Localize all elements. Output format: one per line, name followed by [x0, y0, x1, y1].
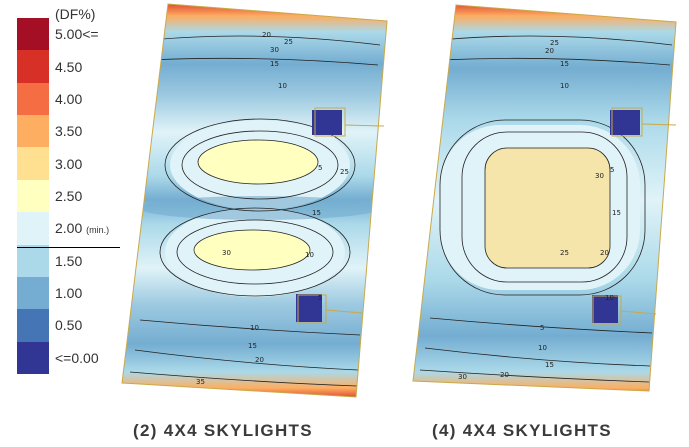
- legend-swatch: [17, 309, 49, 342]
- legend-label: 5.00<=: [55, 26, 99, 43]
- contour-label: 10: [605, 294, 614, 302]
- legend-label: 1.00: [55, 285, 83, 302]
- legend-title: (DF%): [55, 6, 96, 22]
- legend-swatch: [17, 18, 49, 51]
- contour-label: 15: [312, 209, 321, 217]
- legend-label: 3.00: [55, 155, 83, 172]
- contour-label: 20: [262, 31, 271, 39]
- legend-min-note: (min.): [86, 225, 110, 236]
- contour-label: 30: [222, 249, 231, 257]
- contour-label: 15: [560, 60, 569, 68]
- legend-swatch: [17, 82, 49, 116]
- contour-label: 5: [318, 294, 322, 302]
- contour-label: 10: [278, 82, 287, 90]
- legend-swatch: [17, 147, 49, 180]
- contour-label: 30: [270, 46, 279, 54]
- contour-label: 20: [545, 47, 554, 55]
- contour-label: 30: [595, 172, 604, 180]
- panel-caption-2-skylights: (2) 4X4 SKYLIGHTS: [133, 421, 313, 440]
- contour-label: 5: [540, 324, 544, 332]
- contour-label: 25: [284, 38, 293, 46]
- legend-label: 4.00: [55, 90, 83, 107]
- contour-label: 20: [600, 249, 609, 257]
- legend-label: 0.50: [55, 317, 83, 334]
- contour-label: 25: [550, 39, 559, 47]
- contour-label: 15: [545, 361, 554, 369]
- contour-label: 20: [255, 356, 264, 364]
- contour-label: 20: [500, 371, 509, 379]
- legend-swatch: [17, 179, 49, 213]
- contour-label: 25: [340, 168, 349, 176]
- contour-label: 25: [560, 249, 569, 257]
- contour-label: 10: [538, 344, 547, 352]
- contour-label: 15: [248, 342, 257, 350]
- contour-label: 5: [318, 164, 322, 172]
- contour-label: 30: [458, 373, 467, 381]
- legend-swatch: [17, 115, 49, 148]
- legend-label: 3.50: [55, 123, 83, 140]
- legend-color-scale: [17, 18, 49, 374]
- legend-swatch: [17, 341, 49, 374]
- contour-label: 10: [305, 251, 314, 259]
- legend-swatch: [17, 244, 49, 277]
- contour-label: 15: [270, 60, 279, 68]
- legend-label: 1.50: [55, 252, 83, 269]
- contour-label: 10: [250, 324, 259, 332]
- legend-label: 4.50: [55, 58, 83, 75]
- contour-label: 15: [612, 209, 621, 217]
- legend-label: <=0.00: [55, 349, 99, 366]
- legend-swatch: [17, 212, 49, 245]
- contour-label: 35: [196, 378, 205, 386]
- contour-label: 10: [560, 82, 569, 90]
- legend-label: 2.00 (min.): [55, 220, 110, 237]
- panel-caption-4-skylights: (4) 4X4 SKYLIGHTS: [432, 421, 612, 440]
- legend-swatch: [17, 50, 49, 83]
- contour-label: 5: [610, 166, 614, 174]
- minimum-threshold-line: [17, 247, 120, 248]
- legend-label: 2.50: [55, 188, 83, 204]
- legend-swatch: [17, 276, 49, 310]
